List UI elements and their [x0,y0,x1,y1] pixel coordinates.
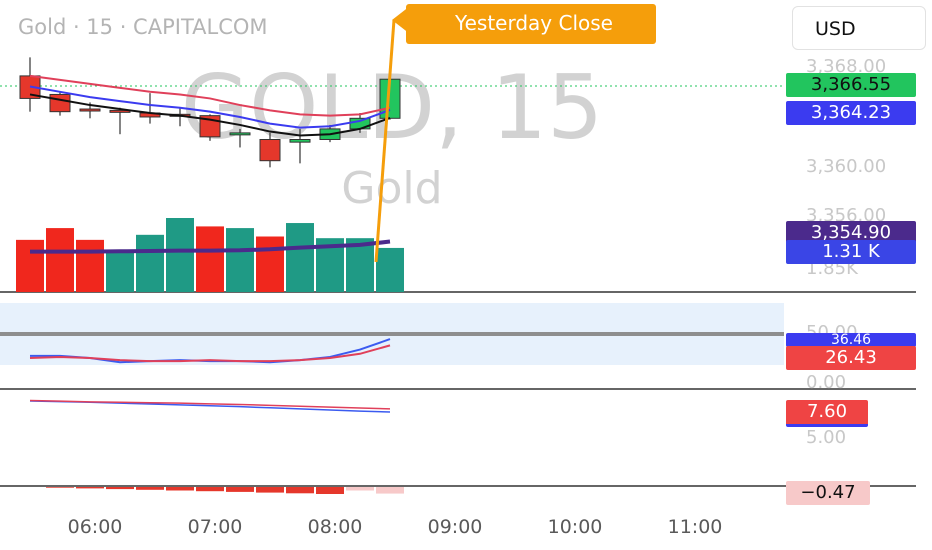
symbol-watermark-sub: Gold [341,163,442,214]
macd-bar [136,487,164,490]
price-tick: 3,368.00 [806,56,887,77]
ema-fast-badge: 3,364.23 [786,101,916,125]
macd-bar [376,487,404,494]
volume-bar [136,234,164,292]
macd-bar [166,487,194,491]
candle [19,57,41,112]
yesterday-close-label: Yesterday Close [454,11,613,35]
volume-bar [166,218,194,292]
volume-bar [376,247,404,292]
time-tick: 10:00 [547,516,603,538]
price-tick: 3,356.00 [806,205,887,226]
volume-bar [46,228,74,292]
macd-badge: −0.47 [786,481,870,505]
candle-body [289,139,311,143]
candle [139,93,161,124]
macd-bar [256,487,284,493]
macd-bar [226,487,254,492]
ema-fast-line [29,85,391,129]
ema-slow-line [29,74,391,117]
candle [49,91,71,116]
last-price-badge: 3,366.55 [786,73,916,97]
adx-blue-line [29,400,391,413]
time-tick: 11:00 [667,516,723,538]
time-tick: 07:00 [187,516,243,538]
time-tick: 06:00 [67,516,123,538]
macd-bar [346,487,374,491]
yesterday-close-box[interactable] [406,4,656,44]
yesterday-close-arrow [392,6,410,34]
symbol-title[interactable]: Gold · 15 · CAPITALCOM [18,15,268,39]
candle [229,128,251,148]
candle-body [49,93,71,113]
volume-bar [256,236,284,292]
ema-black-line [29,93,391,137]
volume-badge: 1.31 K [786,240,916,264]
macd-bar [106,487,134,490]
volume-bar [226,228,254,292]
candle-body [79,108,101,112]
adx-badge: 7.60 [786,400,868,427]
candle [259,132,281,168]
time-tick: 09:00 [427,516,483,538]
currency-button[interactable]: USD [792,6,926,50]
candle [109,107,131,135]
macd-bar [286,487,314,494]
rsi-tick: 0.00 [806,372,847,393]
macd-bar [196,487,224,492]
volume-bar [106,249,134,292]
macd-bar [316,487,344,494]
price-tick: 3,360.00 [806,156,887,177]
rsi-red-line [29,344,391,363]
rsi-badge: 26.43 [786,346,916,370]
volume-bar [16,239,44,292]
adx-tick: 5.00 [806,427,847,448]
candle-body [259,139,281,162]
time-tick: 08:00 [307,516,363,538]
macd-bar [76,487,104,489]
rsi-blue-badge: 36.46 [786,333,916,347]
macd-bar [46,487,74,488]
volume-bar [286,223,314,292]
candle-body [229,132,251,136]
yesterday-close-line [374,19,396,263]
volume-ma-line [30,239,391,254]
volume-bar [76,239,104,292]
volume-bar [196,226,224,292]
adx-red-line [29,399,391,410]
